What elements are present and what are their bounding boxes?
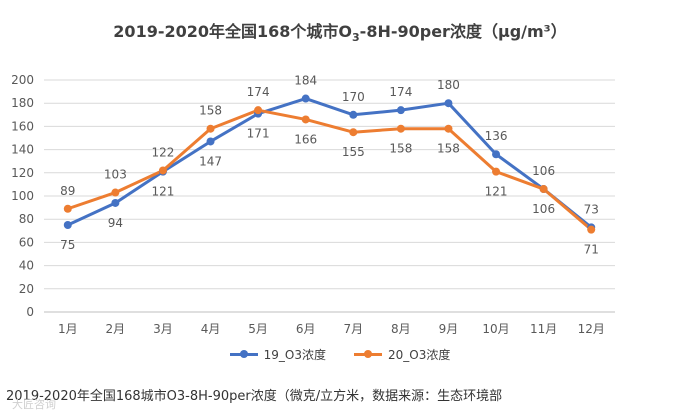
data-point-2019: [349, 110, 358, 119]
data-label-2020: 155: [342, 145, 365, 159]
data-label-2019: 136: [485, 129, 508, 143]
y-tick-label: 20: [19, 282, 34, 296]
data-point-2019: [111, 198, 120, 207]
data-point-2019: [206, 137, 215, 146]
data-label-2019: 106: [532, 164, 555, 178]
data-point-2020: [63, 204, 72, 213]
data-label-2019: 73: [584, 202, 599, 216]
data-point-2019: [396, 106, 405, 115]
series-line-2020: [67, 108, 593, 231]
legend-item-2020: 20_O3浓度: [354, 346, 450, 363]
x-tick-label: 4月: [201, 322, 221, 336]
data-label-2020: 158: [437, 142, 460, 156]
chart-title: 2019-2020年全国168个城市O3-8H-90per浓度（μg/m³）: [0, 18, 680, 44]
title-part-post: -8H-90per浓度（μg/m³）: [359, 22, 567, 41]
caption: 2019-2020年全国168城市O3-8H-90per浓度（微克/立方米，数据…: [6, 389, 503, 404]
data-point-2020: [158, 166, 167, 175]
data-label-2019: 171: [247, 127, 270, 141]
x-tick-label: 3月: [153, 322, 173, 336]
legend: 19_O3浓度 20_O3浓度: [0, 346, 680, 363]
title-part-pre: 2019-2020年全国168个城市O: [113, 22, 353, 41]
y-tick-label: 120: [11, 166, 34, 180]
x-tick-label: 5月: [248, 322, 268, 336]
data-point-2020: [111, 188, 120, 197]
data-point-2020: [539, 185, 548, 194]
y-tick-label: 80: [19, 212, 34, 226]
data-point-2020: [301, 115, 310, 124]
y-tick-label: 60: [19, 235, 34, 249]
y-tick-label: 40: [19, 259, 34, 273]
data-point-2019: [492, 150, 501, 159]
line-chart: 0 20 40 60 80 100 120 140 160 180 200 1月 2月 3月 4月 5月 6月 7…: [11, 73, 615, 336]
title-part-sub: 3: [352, 31, 360, 45]
legend-label-2020: 20_O3浓度: [388, 348, 451, 362]
x-tick-label: 11月: [530, 322, 557, 336]
data-point-2020: [396, 124, 405, 133]
y-tick-label: 200: [11, 73, 34, 87]
data-label-2019: 94: [108, 216, 123, 230]
data-label-2020: 122: [152, 145, 175, 159]
data-label-2019: 121: [152, 185, 175, 199]
x-tick-label: 6月: [296, 322, 316, 336]
data-label-2020: 103: [104, 168, 127, 182]
data-point-2020: [206, 124, 215, 133]
data-label-2020: 158: [389, 142, 412, 156]
x-tick-label: 7月: [343, 322, 363, 336]
y-tick-label: 100: [11, 189, 34, 203]
data-point-2020: [444, 124, 453, 133]
data-point-2019: [301, 94, 310, 103]
y-tick-label: 180: [11, 96, 34, 110]
x-tick-label: 1月: [58, 322, 78, 336]
data-point-2019: [63, 221, 72, 229]
x-tick-label: 2月: [106, 322, 126, 336]
x-tick-label: 9月: [439, 322, 459, 336]
data-point-2020: [349, 128, 358, 137]
legend-label-2019: 19_O3浓度: [263, 348, 326, 362]
data-label-2020: 174: [247, 85, 270, 99]
data-label-2020: 166: [294, 132, 317, 146]
y-tick-label: 0: [26, 305, 34, 319]
x-tick-label: 12月: [578, 322, 605, 336]
y-tick-label: 160: [11, 119, 34, 133]
data-label-2019: 180: [437, 78, 460, 92]
data-point-2020: [587, 225, 596, 234]
data-point-2020: [492, 167, 501, 176]
legend-swatch-2019: [229, 350, 258, 358]
data-label-2019: 75: [60, 238, 75, 252]
data-label-2020: 89: [60, 184, 75, 198]
data-label-2020: 106: [532, 202, 555, 216]
x-tick-label: 8月: [391, 322, 411, 336]
data-label-2019: 174: [389, 85, 412, 99]
y-tick-label: 140: [11, 143, 34, 157]
data-point-2020: [254, 106, 263, 115]
x-tick-label: 10月: [482, 322, 509, 336]
legend-swatch-2020: [354, 350, 382, 358]
watermark: 大匠咨询: [12, 398, 56, 411]
data-point-2019: [444, 99, 453, 108]
series-line-2019: [67, 97, 593, 229]
data-label-2019: 170: [342, 90, 365, 104]
data-label-2019: 184: [294, 74, 317, 88]
data-label-2019: 147: [199, 154, 222, 168]
data-label-2020: 158: [199, 104, 222, 118]
data-label-2020: 71: [584, 243, 599, 257]
data-label-2020: 121: [485, 185, 508, 199]
legend-item-2019: 19_O3浓度: [229, 346, 326, 363]
